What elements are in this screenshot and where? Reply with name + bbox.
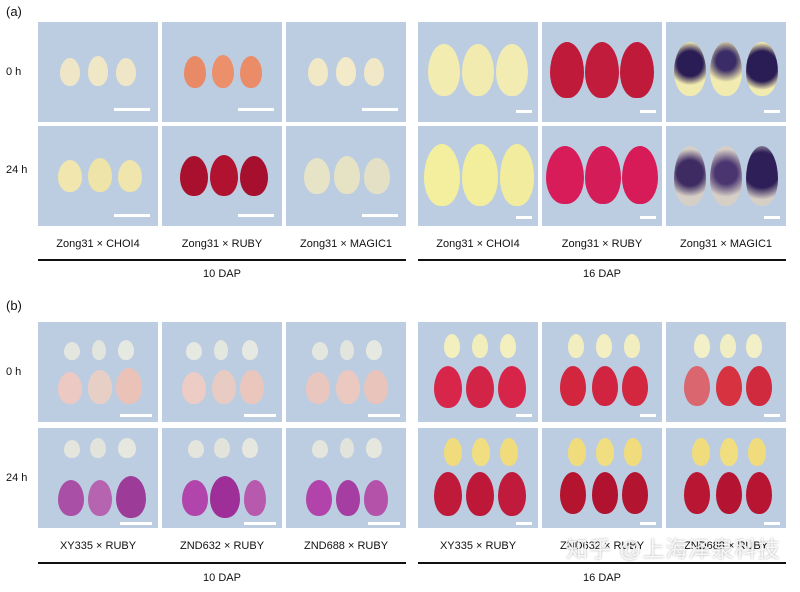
image-cell [542, 322, 662, 422]
image-cell [418, 322, 538, 422]
image-cell [666, 322, 786, 422]
image-cell [38, 126, 158, 226]
column-label: ZND632 × RUBY [179, 540, 265, 552]
column-label: Zong31 × RUBY [561, 238, 643, 250]
image-cell [286, 126, 406, 226]
group-label: 16 DAP [583, 572, 621, 584]
column-label: Zong31 × RUBY [181, 238, 263, 250]
column-label: XY335 × RUBY [59, 540, 137, 552]
image-cell [666, 126, 786, 226]
column-label: Zong31 × MAGIC1 [299, 238, 393, 250]
group-divider [38, 259, 406, 261]
column-label: ZND688 × RUBY [683, 540, 769, 552]
image-cell [418, 126, 538, 226]
image-cell [162, 322, 282, 422]
image-cell [418, 22, 538, 122]
group-label: 16 DAP [583, 268, 621, 280]
image-cell [162, 22, 282, 122]
panel-letter-b: (b) [6, 298, 22, 313]
image-cell [666, 22, 786, 122]
column-label: Zong31 × CHOI4 [436, 238, 520, 250]
row-label-24h: 24 h [6, 472, 28, 484]
group-divider [38, 562, 406, 564]
group-label: 10 DAP [203, 572, 241, 584]
image-cell [666, 428, 786, 528]
row-label-0h: 0 h [6, 366, 22, 378]
image-cell [286, 428, 406, 528]
group-divider [418, 259, 786, 261]
image-cell [162, 126, 282, 226]
image-cell [38, 428, 158, 528]
group-label: 10 DAP [203, 268, 241, 280]
column-label: Zong31 × CHOI4 [56, 238, 140, 250]
image-cell [542, 22, 662, 122]
image-cell [418, 428, 538, 528]
image-cell [286, 322, 406, 422]
row-label-24h: 24 h [6, 164, 28, 176]
column-label: ZND632 × RUBY [559, 540, 645, 552]
column-label: Zong31 × MAGIC1 [679, 238, 773, 250]
watermark: 知乎 @上海泽泉科技 [566, 537, 781, 562]
image-cell [38, 322, 158, 422]
image-cell [162, 428, 282, 528]
row-label-0h: 0 h [6, 66, 22, 78]
image-cell [38, 22, 158, 122]
image-cell [286, 22, 406, 122]
panel-letter-a: (a) [6, 4, 22, 19]
image-cell [542, 126, 662, 226]
column-label: ZND688 × RUBY [303, 540, 389, 552]
column-label: XY335 × RUBY [439, 540, 517, 552]
group-divider [418, 562, 786, 564]
image-cell [542, 428, 662, 528]
